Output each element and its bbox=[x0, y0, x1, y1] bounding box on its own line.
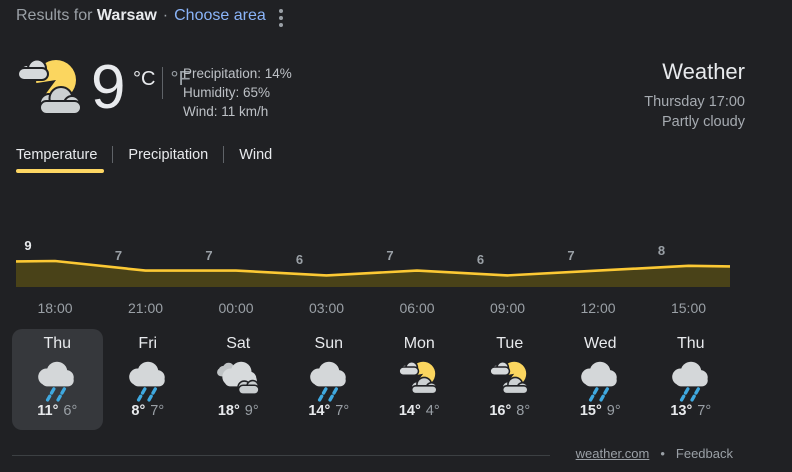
day-high-temp: 8° bbox=[131, 403, 146, 419]
unit-toggle: °C °F bbox=[133, 67, 191, 99]
current-temperature: 9 bbox=[91, 53, 126, 122]
day-low-temp: 4° bbox=[425, 403, 440, 419]
unit-fahrenheit[interactable]: °F bbox=[170, 68, 191, 90]
temperature-chart: 9 7 7 6 7 6 7 8 18:00 21:00 00:00 03:00 06:00 09:00 1… bbox=[16, 228, 730, 323]
chart-time-label: 21:00 bbox=[127, 300, 164, 316]
more-options-icon[interactable] bbox=[270, 6, 292, 30]
feedback-link[interactable]: Feedback bbox=[675, 446, 733, 461]
day-low-temp: 7° bbox=[697, 403, 712, 419]
day-high-temp: 18° bbox=[217, 403, 240, 419]
day-name: Tue bbox=[496, 335, 524, 352]
tab-temperature[interactable]: Temperature bbox=[16, 146, 98, 163]
day-low-temp: 6° bbox=[63, 403, 78, 419]
day-cell-2-sat[interactable]: Sat 18° 9° bbox=[193, 329, 284, 430]
day-cell-5-tue[interactable]: Tue 16° 8° bbox=[465, 329, 556, 430]
chart-value-label: 6 bbox=[295, 252, 304, 268]
day-cell-1-fri[interactable]: Fri 8° 7° bbox=[103, 329, 194, 430]
location-name: Warsaw bbox=[96, 7, 157, 24]
day-cell-4-mon[interactable]: Mon 14° 4° bbox=[374, 329, 465, 430]
tab-wind[interactable]: Wind bbox=[239, 146, 273, 163]
cloudy-icon bbox=[212, 356, 264, 402]
day-name: Wed bbox=[583, 335, 617, 352]
day-name: Sun bbox=[314, 335, 343, 352]
unit-separator bbox=[162, 67, 164, 99]
precipitation-stat: Precipitation: 14% bbox=[183, 66, 292, 81]
day-high-temp: 14° bbox=[398, 403, 421, 419]
rain-icon bbox=[574, 356, 626, 402]
chart-tabs: Temperature Precipitation Wind bbox=[16, 146, 272, 163]
chart-value-label: 6 bbox=[476, 252, 485, 268]
day-high-temp: 14° bbox=[308, 403, 331, 419]
day-cell-6-wed[interactable]: Wed 15° 9° bbox=[555, 329, 646, 430]
chart-line bbox=[16, 259, 730, 277]
day-low-temp: 7° bbox=[150, 403, 165, 419]
day-low-temp: 9° bbox=[606, 403, 621, 419]
partly-cloudy-icon bbox=[484, 356, 536, 402]
weather-stats: Precipitation: 14% Humidity: 65% Wind: 1… bbox=[183, 64, 292, 121]
chart-time-label: 15:00 bbox=[670, 300, 707, 316]
day-high-temp: 15° bbox=[579, 403, 602, 419]
day-cell-3-sun[interactable]: Sun 14° 7° bbox=[284, 329, 375, 430]
wind-stat: Wind: 11 km/h bbox=[183, 104, 269, 119]
separator-dot: · bbox=[162, 7, 169, 24]
day-high-temp: 13° bbox=[670, 403, 693, 419]
day-high-temp: 16° bbox=[489, 403, 512, 419]
partly-cloudy-icon bbox=[393, 356, 445, 402]
chart-value-label: 7 bbox=[205, 247, 213, 263]
tab-separator bbox=[112, 146, 114, 163]
day-high-temp: 11° bbox=[37, 403, 59, 419]
results-for-label: Results for bbox=[16, 7, 97, 24]
weather-header: Weather Thursday 17:00 Partly cloudy bbox=[644, 59, 745, 132]
chart-value-label: 7 bbox=[386, 247, 394, 263]
rain-icon bbox=[31, 356, 83, 402]
day-name: Mon bbox=[403, 335, 435, 352]
results-bar: Results for Warsaw · Choose area bbox=[16, 7, 266, 25]
chart-value-label: 8 bbox=[657, 242, 666, 258]
unit-celsius[interactable]: °C bbox=[133, 68, 156, 90]
rain-icon bbox=[122, 356, 174, 402]
day-name: Thu bbox=[43, 335, 72, 352]
chart-value-label: 7 bbox=[567, 247, 575, 263]
daily-forecast: Thu 11° 6° Fri 8° 7° Sat 18° 9° Sun 14° 7° M… bbox=[12, 329, 736, 430]
active-tab-underline bbox=[16, 169, 104, 173]
footer-divider bbox=[12, 455, 550, 456]
day-low-temp: 8° bbox=[516, 403, 531, 419]
chart-time-label: 03:00 bbox=[308, 300, 345, 316]
day-name: Sat bbox=[226, 335, 251, 352]
tab-precipitation[interactable]: Precipitation bbox=[128, 146, 209, 163]
condition-label: Partly cloudy bbox=[661, 114, 745, 130]
footer-bullet: • bbox=[660, 446, 665, 461]
day-name: Fri bbox=[138, 335, 158, 352]
chart-time-label: 06:00 bbox=[399, 300, 435, 316]
day-low-temp: 7° bbox=[335, 403, 350, 419]
datetime-label: Thursday 17:00 bbox=[644, 94, 745, 110]
day-cell-0-thu[interactable]: Thu 11° 6° bbox=[12, 329, 103, 430]
tab-separator bbox=[223, 146, 225, 163]
footer: weather.com • Feedback bbox=[576, 446, 733, 461]
chart-time-label: 18:00 bbox=[37, 300, 73, 316]
partly-cloudy-icon bbox=[17, 58, 82, 115]
rain-icon bbox=[303, 356, 355, 402]
day-name: Thu bbox=[676, 335, 705, 352]
choose-area-link[interactable]: Choose area bbox=[174, 7, 266, 24]
temperature-area-chart bbox=[16, 259, 730, 287]
rain-icon bbox=[665, 356, 717, 402]
chart-time-label: 09:00 bbox=[489, 300, 526, 316]
chart-time-label: 12:00 bbox=[580, 300, 616, 316]
chart-value-label: 9 bbox=[24, 238, 32, 253]
humidity-stat: Humidity: 65% bbox=[183, 85, 271, 100]
day-cell-7-thu[interactable]: Thu 13° 7° bbox=[646, 329, 737, 430]
chart-time-label: 00:00 bbox=[218, 300, 254, 316]
day-low-temp: 9° bbox=[244, 403, 259, 419]
weather-source-link[interactable]: weather.com bbox=[575, 446, 650, 461]
chart-value-label: 7 bbox=[114, 247, 123, 263]
page-title: Weather bbox=[662, 59, 745, 84]
